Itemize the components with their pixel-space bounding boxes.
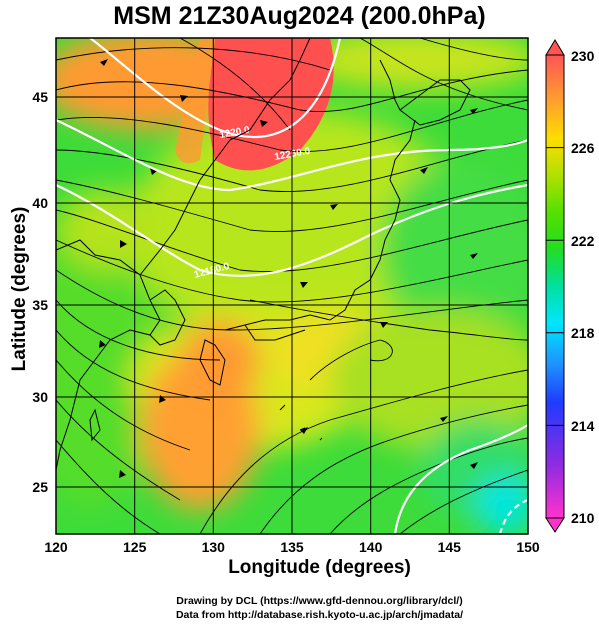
colorbar-tick-label: 214 (571, 418, 595, 434)
y-tick-labels: 25 30 35 40 45 (32, 89, 48, 495)
colorbar-tick-label: 226 (571, 140, 595, 156)
colorbar-tick-label: 222 (571, 233, 595, 249)
x-tick-labels: 120 125 130 135 140 145 150 (44, 539, 540, 555)
streamlines (56, 38, 528, 534)
plot-frame (55, 37, 529, 535)
colorbar-tick-label: 210 (571, 510, 595, 526)
colorbar-gradient (545, 54, 565, 519)
y-tick-label: 30 (32, 389, 48, 405)
x-tick-label: 120 (44, 539, 68, 555)
x-tick-label: 135 (280, 539, 304, 555)
contour-label-1: 1220.0 (219, 125, 251, 141)
colorbar-top-arrow (545, 39, 565, 56)
colorbar-tick-label: 218 (571, 325, 595, 341)
temperature-field (56, 38, 528, 534)
credit-data-source: Data from http://database.rish.kyoto-u.a… (175, 609, 464, 621)
y-tick-label: 40 (32, 195, 48, 211)
x-tick-label: 125 (123, 539, 147, 555)
y-tick-label: 35 (32, 297, 48, 313)
contour-lines (56, 38, 528, 534)
x-tick-label: 130 (202, 539, 226, 555)
x-tick-label: 140 (359, 539, 383, 555)
x-tick-label: 150 (516, 539, 540, 555)
credit-drawing: Drawing by DCL (https://www.gfd-dennou.o… (176, 595, 463, 607)
x-tick-label: 145 (438, 539, 462, 555)
y-tick-label: 25 (32, 479, 48, 495)
y-axis-label: Latitude (degrees) (9, 206, 30, 372)
colorbar-tick-label: 230 (571, 48, 595, 64)
chart-title: MSM 21Z30Aug2024 (200.0hPa) (113, 2, 486, 30)
x-axis-label: Longitude (degrees) (228, 557, 411, 578)
colorbar-bottom-arrow (545, 517, 565, 533)
colorbar: 230 226 222 218 214 210 (545, 39, 595, 533)
map-grid (56, 38, 528, 534)
y-tick-label: 45 (32, 89, 48, 105)
